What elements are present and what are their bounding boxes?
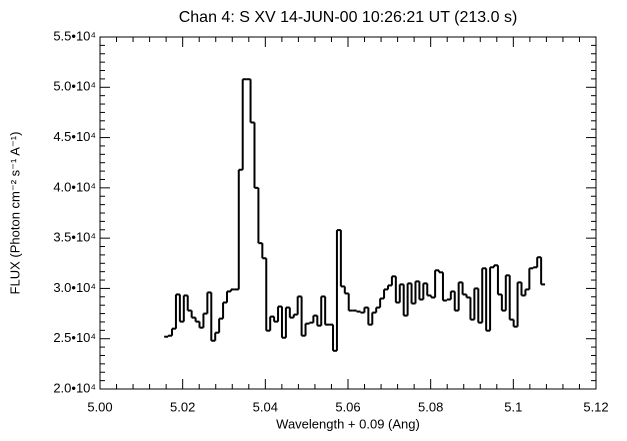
y-axis-label: FLUX (Photon cm⁻² s⁻¹ A⁻¹) <box>7 132 22 295</box>
x-axis-label: Wavelength + 0.09 (Ang) <box>276 416 420 431</box>
y-tick-label: 5.0•10⁴ <box>53 79 96 94</box>
x-tick-label: 5.02 <box>170 399 195 414</box>
x-tick-label: 5.12 <box>583 399 608 414</box>
x-tick-label: 5.06 <box>335 399 360 414</box>
x-tick-label: 5.1 <box>504 399 522 414</box>
chart-title: Chan 4: S XV 14-JUN-00 10:26:21 UT (213.… <box>179 9 518 26</box>
y-tick-label: 5.5•10⁴ <box>53 28 96 43</box>
y-tick-label: 2.5•10⁴ <box>53 330 96 345</box>
y-tick-label: 3.0•10⁴ <box>53 280 96 295</box>
x-tick-label: 5.00 <box>87 399 112 414</box>
y-tick-label: 3.5•10⁴ <box>53 230 96 245</box>
x-tick-label: 5.04 <box>253 399 278 414</box>
x-tick-label: 5.08 <box>418 399 443 414</box>
y-tick-label: 2.0•10⁴ <box>53 380 96 395</box>
y-tick-label: 4.0•10⁴ <box>53 179 96 194</box>
y-tick-label: 4.5•10⁴ <box>53 129 96 144</box>
